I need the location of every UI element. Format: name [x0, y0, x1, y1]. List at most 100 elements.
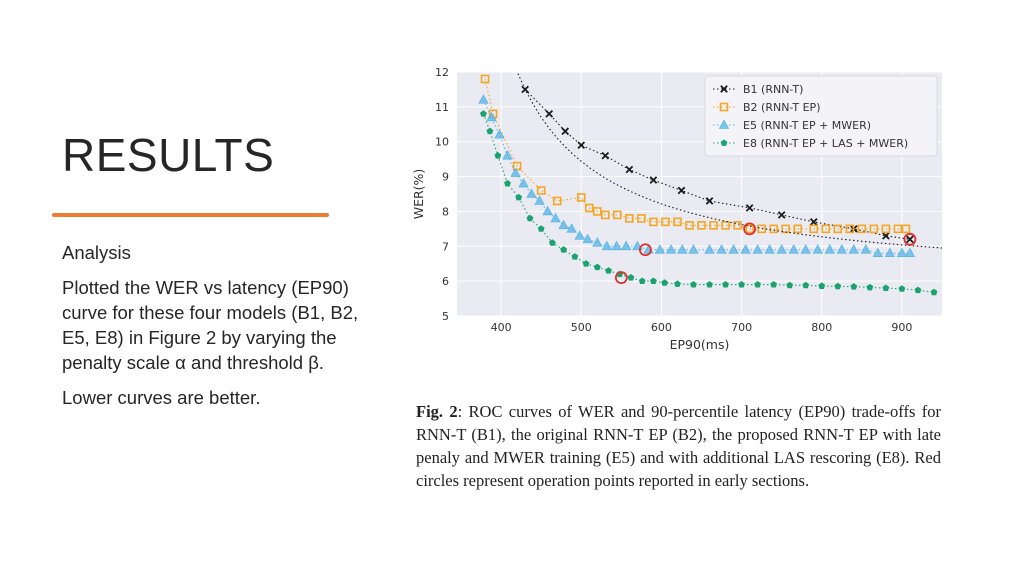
data-point-e8	[722, 281, 729, 288]
data-point-e5	[800, 244, 811, 254]
legend-entry: E5 (RNN-T EP + MWER)	[743, 119, 871, 132]
caption-label: Fig. 2	[416, 402, 458, 421]
data-point-e5	[534, 195, 545, 205]
data-point-e8	[494, 152, 502, 159]
operation-point-circle	[743, 222, 757, 236]
series-line-e8	[482, 113, 935, 293]
operation-point-circle	[903, 232, 917, 246]
data-point-e8	[754, 281, 762, 288]
legend-marker	[720, 85, 728, 93]
data-point-e5	[550, 212, 561, 223]
y-tick-label: 5	[442, 310, 449, 323]
data-point-e5	[494, 129, 505, 139]
data-point-e8	[930, 288, 938, 296]
data-point-b2	[893, 224, 903, 234]
data-point-b2	[757, 224, 766, 234]
y-tick-label: 12	[435, 66, 449, 79]
data-point-b1	[545, 109, 554, 118]
data-point-e5	[704, 244, 715, 254]
data-point-e5	[518, 177, 529, 188]
data-point-e8	[850, 283, 858, 290]
data-point-b2	[793, 224, 803, 234]
legend: B1 (RNN-T) B2 (RNN-T EP) E5 (RNN-T EP + MW…	[704, 75, 938, 157]
data-point-e8	[661, 279, 669, 286]
data-point-b2	[601, 210, 610, 220]
data-point-e5	[740, 244, 751, 254]
data-point-e8	[504, 179, 511, 187]
legend-marker	[718, 119, 730, 129]
operation-point-circle	[614, 271, 628, 285]
data-point-b2	[584, 203, 594, 213]
data-point-b2	[901, 224, 911, 234]
data-point-b2	[661, 217, 670, 227]
y-axis-label: WER(%)	[411, 169, 426, 220]
data-point-e5	[776, 244, 787, 254]
data-point-e8	[515, 193, 523, 201]
title-underline	[52, 213, 329, 217]
operation-point-circle	[638, 243, 652, 257]
y-tick-label: 7	[442, 240, 449, 253]
data-point-e5	[824, 244, 835, 254]
data-point-e8	[706, 281, 713, 288]
data-point-e5	[542, 205, 553, 216]
legend-entry: B2 (RNN-T EP)	[743, 101, 820, 114]
data-point-e8	[882, 284, 890, 292]
data-point-b1	[882, 231, 890, 240]
x-tick-label: 500	[571, 321, 592, 334]
data-point-e5	[510, 167, 521, 177]
x-tick-label: 800	[811, 321, 832, 334]
data-point-b2	[821, 224, 831, 234]
data-point-b2	[769, 224, 778, 234]
data-point-e5	[654, 244, 665, 254]
data-point-e5	[884, 247, 896, 258]
data-point-e5	[848, 244, 859, 254]
data-point-e8	[605, 267, 612, 274]
caption-text: : ROC curves of WER and 90-percentile la…	[416, 402, 941, 490]
data-point-b1	[906, 235, 914, 244]
data-point-b1	[561, 127, 570, 136]
data-point-b1	[601, 151, 610, 160]
y-tick-label: 6	[442, 275, 449, 288]
data-point-e5	[601, 240, 613, 251]
data-point-b2	[673, 217, 682, 227]
data-point-b1	[705, 197, 714, 205]
data-point-e5	[486, 111, 497, 122]
wer-latency-chart: 400 500 600 700 800 900 5 6 7 8 9 10 11 12 EP90(ms) WER…	[411, 66, 942, 352]
legend-box	[704, 75, 938, 157]
y-tick-label: 9	[442, 171, 449, 184]
data-point-e8	[738, 281, 746, 288]
data-point-e5	[566, 223, 577, 233]
figure-caption: Fig. 2: ROC curves of WER and 90-percent…	[416, 400, 941, 492]
data-point-e5	[558, 219, 569, 230]
data-point-e5	[716, 244, 727, 254]
data-point-e8	[526, 214, 534, 222]
data-point-e5	[688, 244, 699, 254]
data-point-e5	[592, 237, 603, 247]
data-point-e8	[690, 281, 697, 288]
analysis-heading: Analysis	[62, 242, 131, 263]
data-point-e5	[611, 240, 622, 251]
data-point-e8	[674, 280, 681, 287]
data-point-e5	[574, 230, 585, 240]
y-tick-label: 10	[435, 136, 449, 149]
data-point-e5	[904, 247, 916, 258]
data-point-b1	[677, 186, 686, 195]
data-point-b2	[512, 161, 522, 171]
data-point-e8	[627, 274, 635, 281]
data-point-e8	[638, 277, 646, 285]
data-point-e8	[786, 281, 794, 289]
legend-marker	[720, 139, 728, 146]
data-point-e8	[818, 282, 826, 289]
slide-body: Analysis Plotted the WER vs latency (EP9…	[62, 240, 362, 420]
data-point-b2	[613, 210, 622, 220]
data-point-b1	[649, 176, 658, 184]
data-point-e8	[834, 282, 842, 290]
x-tick-label: 400	[491, 321, 512, 334]
x-axis-label: EP90(ms)	[670, 337, 730, 352]
data-point-e8	[770, 281, 778, 288]
data-point-b1	[745, 204, 754, 212]
data-point-e8	[486, 127, 494, 135]
y-tick-label: 11	[435, 101, 449, 114]
data-point-e5	[860, 244, 872, 254]
data-point-e8	[480, 110, 487, 117]
